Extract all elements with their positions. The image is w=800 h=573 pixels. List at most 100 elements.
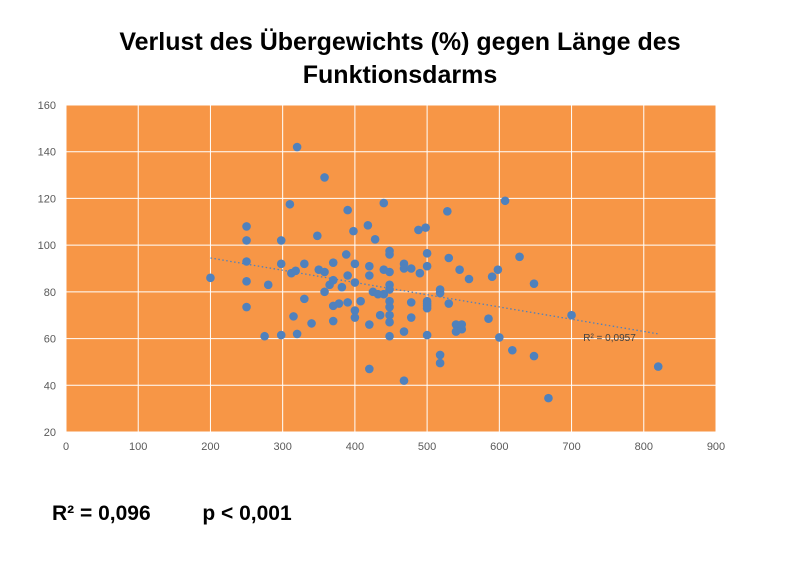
data-point [464,274,474,284]
data-point [487,272,497,281]
data-point [375,310,385,320]
data-point [457,320,467,329]
x-tick-label: 300 [273,441,291,453]
y-tick-label: 120 [38,193,56,205]
data-point [422,249,432,258]
data-point [206,273,215,283]
data-point [328,316,338,326]
data-point [495,333,504,342]
data-point [260,331,269,341]
x-tick-label: 100 [129,441,147,453]
data-point [365,261,374,271]
data-point [365,364,374,374]
chart-title-line-2: Funktionsdarms [302,61,498,89]
data-points [206,142,663,403]
data-point [300,294,309,304]
x-tick-label: 900 [707,441,725,453]
r-squared-label: R² = 0,096 [52,502,151,525]
data-point [544,393,553,403]
data-point [406,264,416,273]
data-point [529,351,539,361]
data-point [422,261,432,271]
data-point [350,259,360,269]
y-tick-label: 140 [38,147,56,159]
data-point [406,298,416,307]
data-point [350,278,360,287]
data-point [276,330,286,340]
data-point [242,257,251,266]
x-tick-label: 600 [490,441,508,453]
x-tick-label: 200 [201,441,219,453]
data-point [500,196,510,206]
data-point [422,330,432,340]
y-tick-label: 20 [44,427,56,439]
data-point [653,362,663,371]
data-point [349,226,358,236]
p-value-label: p < 0,001 [202,502,292,525]
trendline-group: R² = 0,0957 [210,257,659,344]
data-point [567,310,576,320]
data-point [435,288,445,298]
data-point [444,253,454,263]
data-point [399,327,409,336]
data-point [379,289,389,299]
data-point [343,271,352,280]
data-point [334,299,344,308]
trendline-r-squared-label: R² = 0,0957 [583,333,636,344]
data-point [435,358,445,368]
data-point [292,329,302,339]
x-tick-label: 700 [562,441,580,453]
data-point [242,236,251,245]
data-point [385,302,394,312]
data-point [242,277,251,286]
data-point [285,199,295,209]
data-point [414,225,423,235]
data-point [484,314,493,324]
data-point [263,280,273,290]
chart-title: Verlust des Übergewichts (%) gegen Länge… [0,26,800,92]
data-point [242,302,251,312]
data-point [300,259,309,269]
y-tick-label: 40 [44,380,56,392]
data-point [341,250,351,259]
data-point [385,250,394,259]
data-point [435,350,445,360]
x-tick-label: 400 [346,441,364,453]
data-point [363,220,373,230]
data-point [320,173,329,182]
data-point [385,285,394,294]
data-point [493,265,503,274]
data-point [421,223,430,232]
data-point [415,268,425,278]
data-point [399,376,409,385]
data-point [337,282,347,292]
data-point [276,259,286,269]
data-point [292,142,302,152]
y-tick-label: 80 [44,287,56,299]
data-point [328,258,338,267]
data-point [399,264,409,273]
y-tick-label: 60 [44,334,56,346]
data-point [455,265,464,274]
y-tick-label: 100 [38,240,56,252]
data-point [328,275,338,285]
data-point [443,206,452,216]
x-axis-tick-labels: 0 100 200 300 400 500 600 700 800 900 [63,441,725,453]
data-point [385,310,394,320]
data-point [343,298,352,307]
data-point [379,198,389,208]
data-point [385,267,394,277]
data-point [313,231,322,241]
data-point [385,331,394,341]
data-point [356,296,365,306]
x-tick-label: 500 [418,441,436,453]
gridlines [65,104,717,433]
data-point [515,252,524,262]
data-point [343,205,352,215]
x-tick-label: 800 [635,441,653,453]
data-point [422,303,432,313]
data-point [307,319,316,328]
data-point [289,312,298,321]
y-tick-label: 160 [38,100,56,112]
